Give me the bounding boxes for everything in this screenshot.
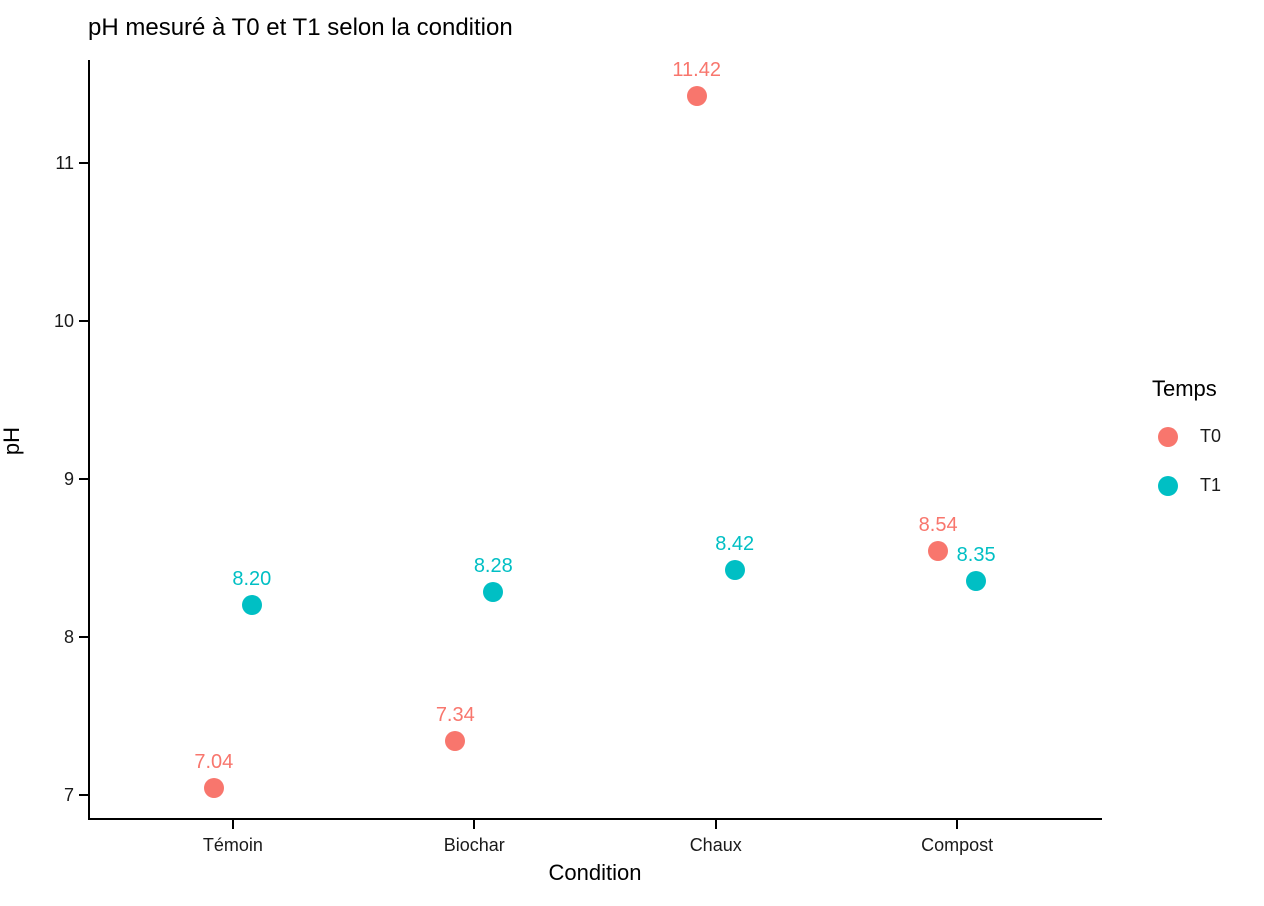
legend-entry-T1: T1 — [1150, 475, 1260, 496]
data-point-T0 — [686, 86, 707, 107]
plot-panel — [88, 60, 1102, 820]
value-label-T1: 8.28 — [473, 555, 513, 578]
y-axis-title: pH — [0, 426, 24, 456]
y-tick-mark — [79, 319, 88, 322]
value-label-T1: 8.42 — [715, 533, 755, 556]
legend-entry-label: T1 — [1200, 475, 1222, 495]
data-point-T1 — [483, 582, 504, 603]
chart-title: pH mesuré à T0 et T1 selon la condition — [88, 14, 513, 41]
data-point-T0 — [445, 730, 466, 751]
legend-entries: T0 T1 — [1150, 426, 1260, 496]
data-point-T1 — [966, 571, 987, 592]
x-tick-mark — [231, 820, 234, 829]
x-tick-label: Biochar — [443, 835, 505, 855]
legend-key-icon — [1158, 475, 1178, 496]
data-point-T1 — [724, 560, 745, 581]
y-tick-label: 9 — [63, 468, 74, 489]
y-tick-label: 8 — [63, 626, 74, 647]
legend-title: Temps — [1152, 376, 1217, 401]
y-tick-mark — [79, 477, 88, 480]
data-point-T0 — [203, 778, 224, 799]
y-tick-label: 11 — [55, 152, 74, 173]
data-point-T1 — [241, 595, 262, 616]
legend: Temps T0 T1 — [1150, 376, 1260, 524]
legend-key-icon — [1158, 426, 1178, 447]
value-label-T0: 7.34 — [435, 703, 475, 726]
x-axis-title: Condition — [548, 860, 642, 885]
value-label-T1: 8.35 — [956, 544, 996, 567]
value-label-T1: 8.20 — [232, 568, 272, 591]
y-tick-label: 7 — [63, 784, 74, 805]
legend-entry-T0: T0 — [1150, 426, 1260, 447]
x-tick-label: Compost — [921, 835, 994, 855]
x-tick-label: Chaux — [689, 835, 742, 855]
data-point-T0 — [928, 541, 949, 562]
y-tick-mark — [79, 635, 88, 638]
x-tick-mark — [956, 820, 959, 829]
value-label-T0: 11.42 — [672, 59, 721, 82]
legend-entry-label: T0 — [1200, 426, 1222, 446]
x-tick-label: Témoin — [202, 835, 263, 855]
x-tick-mark — [473, 820, 476, 829]
x-tick-mark — [714, 820, 717, 829]
y-tick-mark — [79, 793, 88, 796]
value-label-T0: 8.54 — [918, 514, 958, 537]
y-tick-label: 10 — [53, 310, 74, 331]
y-tick-mark — [79, 161, 88, 164]
value-label-T0: 7.04 — [194, 751, 234, 774]
